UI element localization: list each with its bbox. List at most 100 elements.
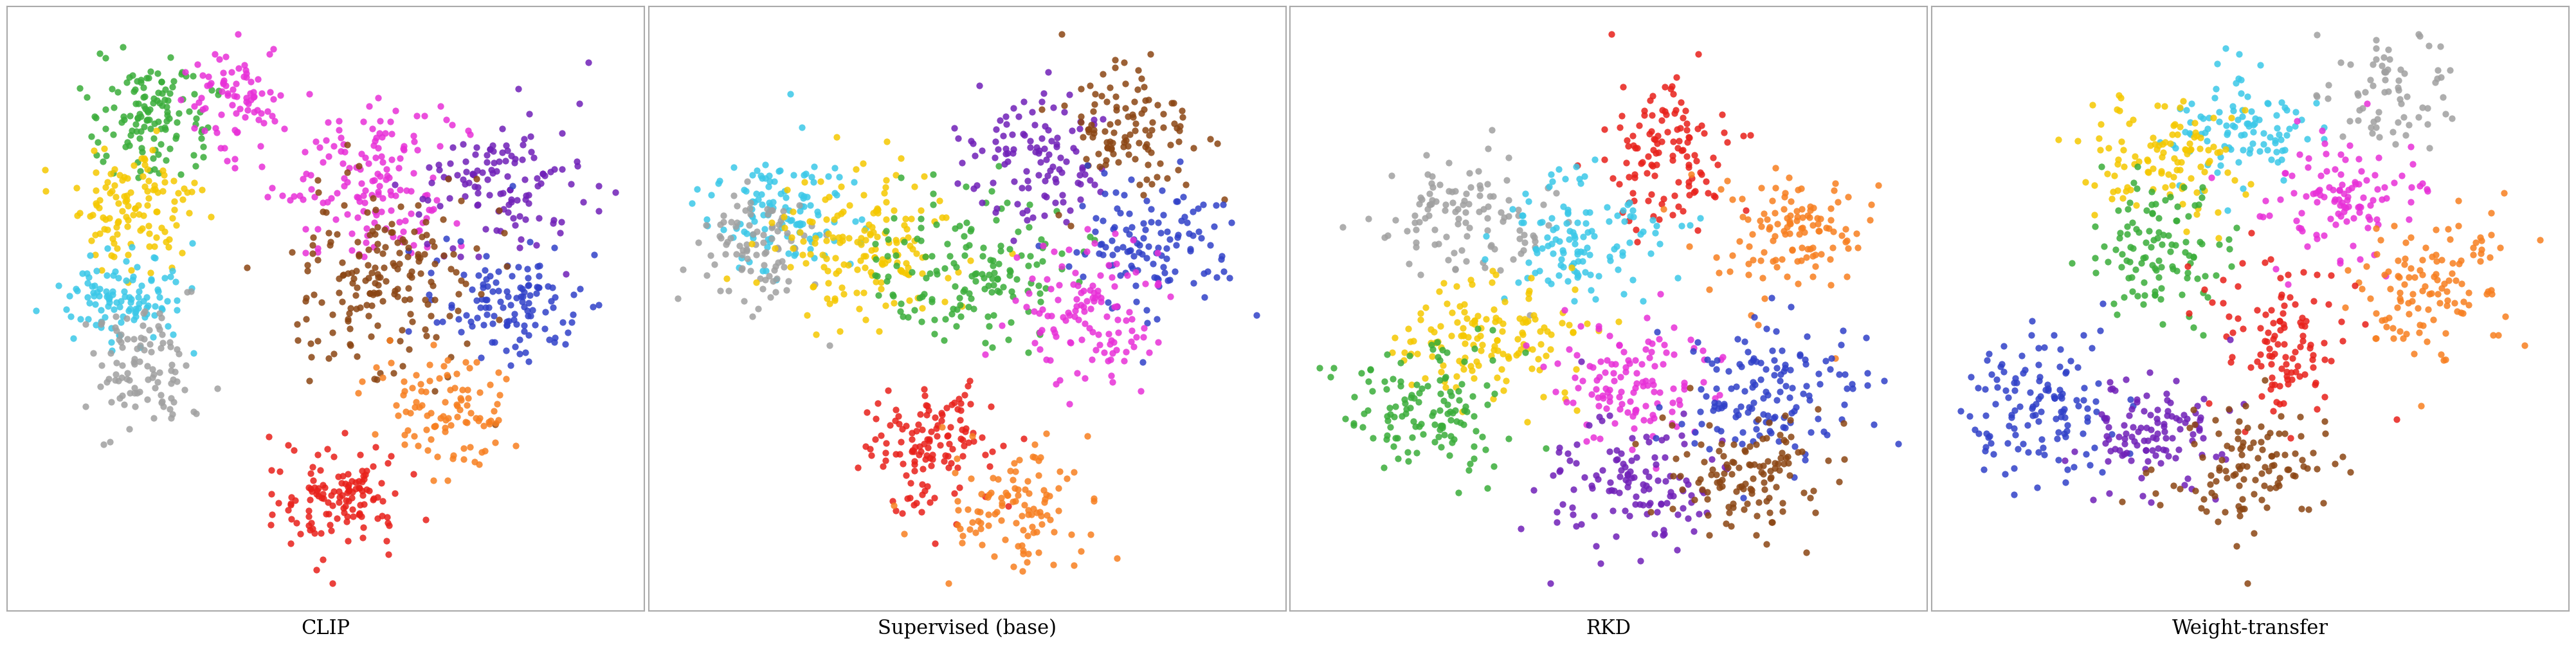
Point	[118, 166, 160, 177]
Point	[2012, 316, 2053, 326]
Point	[1700, 355, 1741, 365]
Point	[1002, 549, 1043, 559]
Point	[1028, 171, 1069, 181]
Point	[93, 84, 134, 95]
Point	[1051, 126, 1092, 136]
Point	[1631, 161, 1672, 172]
Point	[775, 220, 817, 230]
Point	[448, 126, 489, 136]
Point	[2045, 412, 2087, 422]
Point	[997, 253, 1038, 263]
Point	[531, 296, 572, 306]
Point	[2151, 192, 2192, 203]
Point	[2138, 443, 2179, 453]
Point	[1703, 110, 1744, 121]
Point	[1664, 475, 1705, 486]
Point	[1522, 217, 1564, 227]
Point	[2275, 471, 2316, 481]
Point	[1680, 474, 1721, 484]
Point	[1610, 397, 1651, 407]
Point	[1020, 288, 1061, 299]
Point	[371, 117, 412, 127]
Point	[1427, 348, 1468, 358]
Point	[85, 124, 126, 134]
Point	[793, 281, 835, 292]
Point	[2012, 402, 2053, 412]
Point	[479, 390, 520, 400]
Point	[791, 237, 832, 248]
Point	[2156, 453, 2197, 463]
Point	[471, 168, 513, 179]
Point	[500, 212, 541, 222]
Point	[809, 299, 850, 309]
Point	[876, 449, 917, 459]
Point	[1762, 346, 1803, 356]
Point	[1504, 314, 1546, 324]
Point	[1023, 304, 1064, 315]
Point	[1038, 210, 1079, 221]
Point	[1419, 375, 1461, 386]
Point	[1636, 221, 1677, 231]
Point	[2125, 238, 2166, 248]
Point	[768, 248, 809, 259]
Point	[224, 65, 265, 75]
Point	[1984, 386, 2025, 396]
Point	[2045, 426, 2087, 436]
Point	[456, 166, 497, 176]
Point	[976, 275, 1018, 285]
Point	[392, 266, 433, 277]
Point	[2244, 310, 2285, 320]
Point	[2115, 395, 2156, 405]
Point	[814, 188, 855, 199]
Point	[1695, 470, 1736, 480]
Point	[2007, 421, 2048, 431]
Point	[2107, 222, 2148, 232]
Point	[1084, 126, 1126, 137]
Point	[322, 159, 363, 169]
Point	[1069, 530, 1110, 540]
Point	[770, 233, 811, 243]
Point	[2244, 462, 2285, 473]
Point	[974, 256, 1015, 266]
Point	[1492, 254, 1533, 264]
Point	[1453, 319, 1494, 330]
Point	[2164, 183, 2205, 193]
Point	[505, 175, 546, 185]
Point	[2241, 495, 2282, 505]
Point	[943, 250, 984, 261]
Point	[2213, 328, 2254, 338]
Point	[1113, 263, 1154, 273]
Point	[2308, 299, 2349, 310]
Point	[456, 244, 497, 254]
Point	[1110, 130, 1151, 140]
Point	[1749, 428, 1790, 438]
Point	[2362, 315, 2403, 326]
Point	[2182, 450, 2223, 460]
Point	[881, 266, 922, 276]
Point	[1069, 323, 1110, 333]
Point	[2187, 159, 2228, 170]
Point	[371, 227, 412, 237]
Point	[732, 239, 773, 250]
Point	[1994, 385, 2035, 395]
Point	[2208, 234, 2249, 244]
Point	[1195, 272, 1236, 283]
Point	[227, 99, 268, 109]
Point	[907, 481, 948, 491]
Point	[1659, 395, 1700, 406]
Point	[2133, 290, 2174, 300]
Point	[1757, 459, 1798, 469]
Point	[1512, 231, 1553, 241]
Point	[1682, 457, 1723, 468]
Point	[1669, 490, 1710, 501]
Point	[1023, 191, 1064, 201]
Point	[840, 233, 881, 244]
Point	[317, 229, 358, 239]
Point	[1149, 275, 1190, 285]
Point	[1414, 225, 1455, 235]
Point	[925, 263, 966, 273]
Point	[152, 397, 193, 407]
Point	[1074, 296, 1115, 306]
Point	[2303, 192, 2344, 203]
Point	[917, 431, 958, 441]
